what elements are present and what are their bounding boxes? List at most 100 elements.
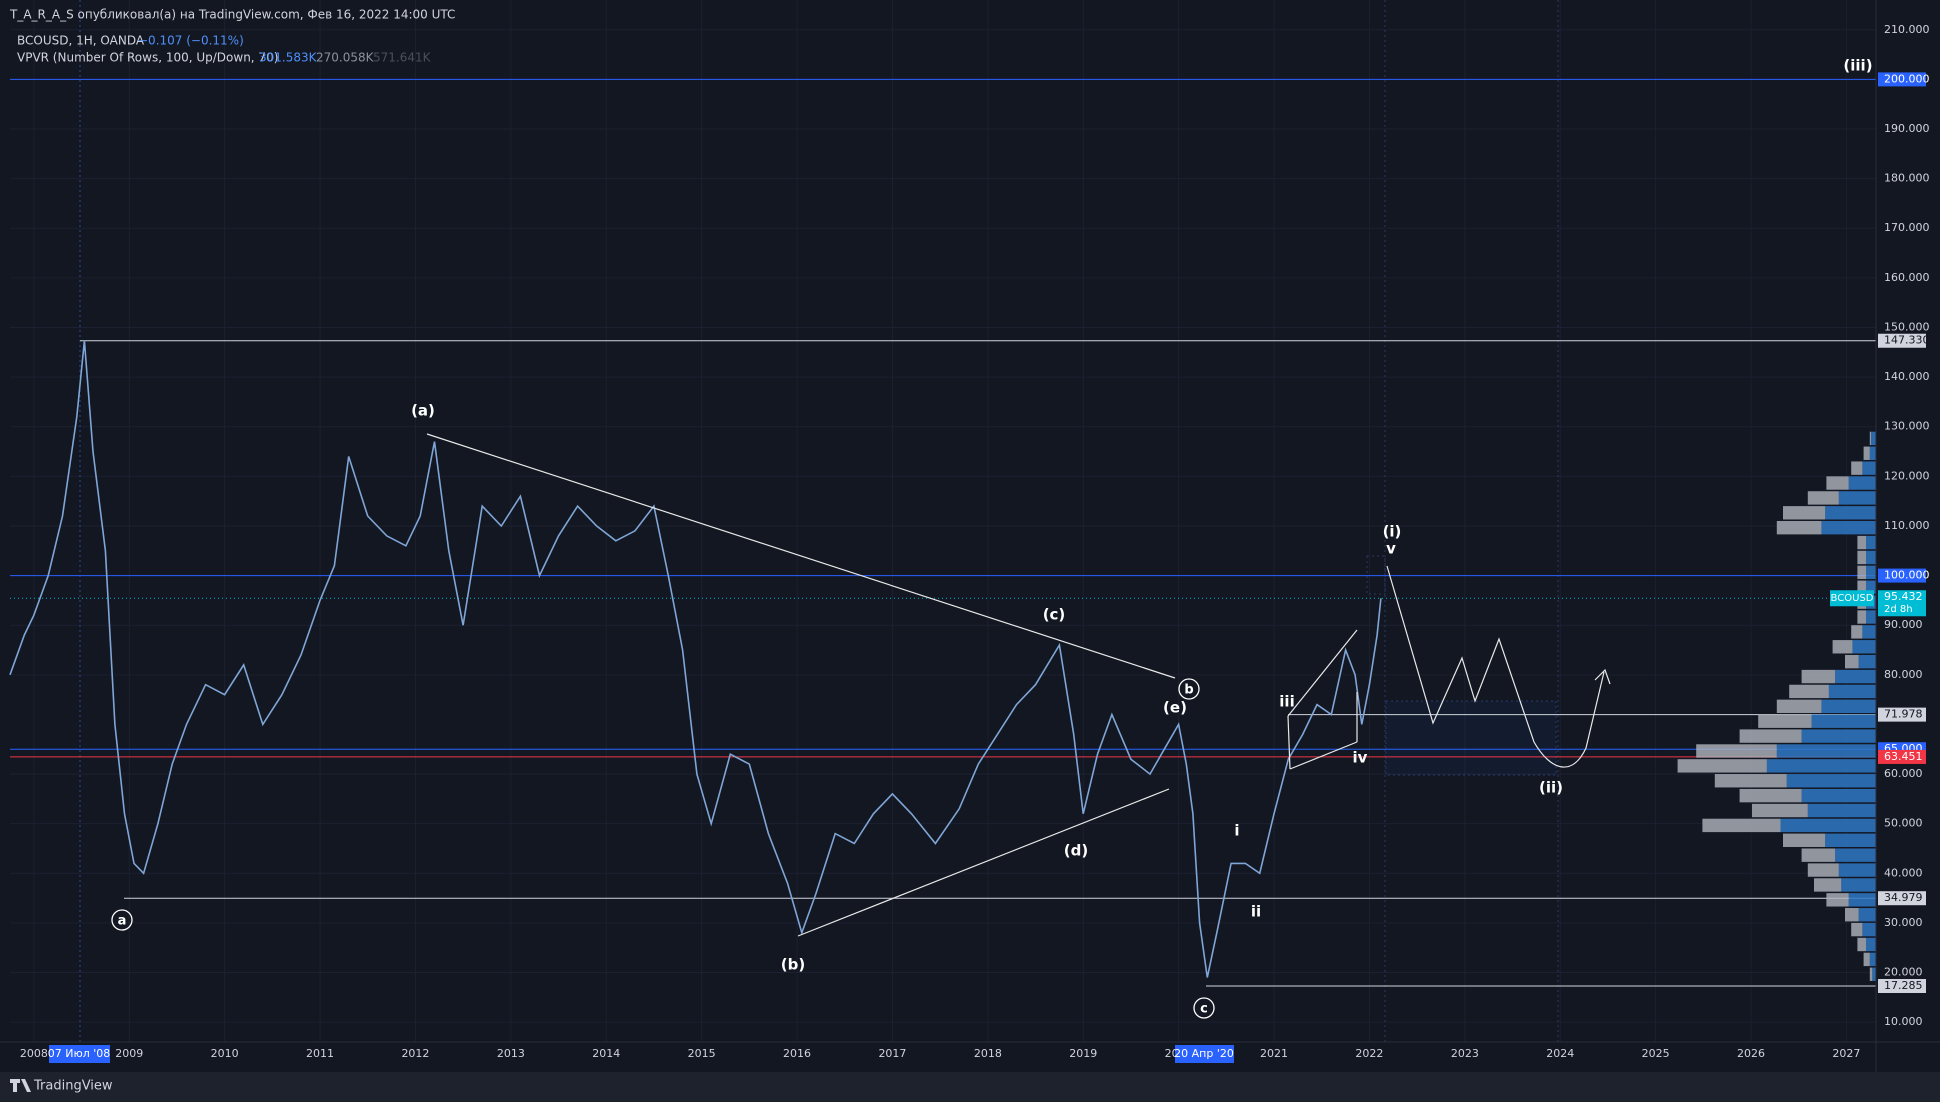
wave-label: ii — [1251, 903, 1261, 921]
wave-label: (b) — [781, 956, 805, 974]
trendline — [797, 788, 1170, 937]
vp-down-bar — [1863, 446, 1870, 460]
x-tick-label: 2011 — [306, 1047, 334, 1060]
x-tick-label: 2022 — [1355, 1047, 1383, 1060]
vp-up-bar — [1838, 491, 1876, 505]
x-tick-label: 2019 — [1069, 1047, 1097, 1060]
vp-down-bar — [1752, 803, 1808, 818]
vp-down-bar — [1776, 699, 1822, 714]
time-marker: 07 Июл '08 — [48, 1047, 111, 1060]
level-label: 100.000 — [1884, 569, 1930, 582]
y-tick-label: 130.000 — [1884, 420, 1930, 433]
projection-path — [1386, 565, 1605, 768]
y-tick-label: 20.000 — [1884, 966, 1923, 979]
vp-up-bar — [1869, 446, 1876, 460]
vp-up-bar — [1848, 893, 1876, 907]
time-marker-box — [49, 1045, 110, 1063]
wave-label: (a) — [411, 402, 435, 420]
y-tick-label: 170.000 — [1884, 221, 1930, 234]
wedge-line — [1289, 741, 1358, 770]
y-tick-label: 80.000 — [1884, 668, 1923, 681]
footer — [0, 1072, 1940, 1102]
vp-down-bar — [1832, 640, 1853, 654]
vp-up-bar — [1835, 669, 1876, 684]
level-label: 17.285 — [1884, 979, 1923, 992]
level-label: 71.978 — [1884, 708, 1923, 721]
volume-profile — [1677, 431, 1876, 981]
vp-down-bar — [1696, 744, 1777, 758]
level-label-box — [1878, 979, 1926, 994]
vp-down-bar — [1857, 580, 1867, 594]
projection-arrow — [1594, 668, 1611, 685]
vp-down-bar — [1776, 521, 1822, 535]
vp-up-bar — [1835, 848, 1876, 862]
price-series — [9, 340, 1382, 978]
vp-up-bar — [1841, 878, 1876, 892]
x-tick-label: 2018 — [974, 1047, 1002, 1060]
x-tick-label: 2021 — [1260, 1047, 1288, 1060]
vp-up-bar — [1852, 640, 1876, 654]
vol-up: 301.583K — [259, 51, 318, 65]
vp-down-bar — [1826, 476, 1849, 490]
wave-circle — [1178, 678, 1200, 700]
wave-label: v — [1386, 540, 1396, 558]
vp-up-bar — [1866, 610, 1876, 624]
vp-up-bar — [1866, 565, 1876, 580]
x-tick-label: 2012 — [401, 1047, 429, 1060]
vp-down-bar — [1783, 506, 1826, 520]
level-label: 63.451 — [1884, 750, 1923, 763]
wedge-line — [1287, 715, 1291, 770]
vp-down-bar — [1739, 788, 1802, 803]
vp-down-bar — [1851, 922, 1863, 937]
symbol-tag: BCOUSD — [1831, 593, 1874, 604]
wave-label: a — [118, 914, 127, 929]
vp-up-bar — [1871, 431, 1876, 446]
time-marker-box — [1175, 1045, 1234, 1063]
vp-up-bar — [1858, 908, 1876, 922]
vp-up-bar — [1869, 952, 1876, 967]
vp-down-bar — [1801, 669, 1836, 684]
wave-label: iv — [1353, 749, 1368, 767]
vol-total: 571.641K — [373, 51, 432, 65]
vp-up-bar — [1848, 476, 1876, 490]
y-tick-label: 50.000 — [1884, 817, 1923, 830]
axes: 2008 2009 2010 2011 2012 2013 2014 2015 2016 2017… — [20, 23, 1930, 1060]
vp-down-bar — [1789, 684, 1829, 699]
y-tick-label: 40.000 — [1884, 866, 1923, 879]
vp-down-bar — [1869, 967, 1873, 981]
vol-down: 270.058K — [316, 51, 375, 65]
wave-label: b — [1184, 683, 1193, 698]
y-tick-label: 60.000 — [1884, 767, 1923, 780]
y-tick-label: 120.000 — [1884, 469, 1930, 482]
vp-down-bar — [1857, 937, 1867, 952]
vp-up-bar — [1866, 535, 1876, 550]
current-price: 95.432 — [1884, 590, 1923, 603]
wave-label: (i) — [1383, 523, 1402, 541]
current-price-box — [1878, 590, 1926, 617]
wave-label: c — [1200, 1002, 1208, 1017]
time-marker: 20 Апр '20 — [1174, 1047, 1234, 1060]
brand[interactable]: TradingView — [33, 1079, 113, 1094]
vp-down-bar — [1814, 878, 1842, 892]
y-tick-label: 30.000 — [1884, 916, 1923, 929]
vp-down-bar — [1826, 893, 1849, 907]
vp-up-bar — [1866, 580, 1876, 594]
vp-down-bar — [1801, 848, 1836, 862]
vp-down-bar — [1845, 908, 1859, 922]
wave-label: (c) — [1043, 606, 1066, 624]
x-tick-label: 2008 — [20, 1047, 48, 1060]
vp-down-bar — [1857, 565, 1867, 580]
vp-down-bar — [1677, 759, 1767, 773]
x-tick-label: 2017 — [878, 1047, 906, 1060]
publisher: T_A_R_A_S опубликовал(а) на TradingView.… — [9, 8, 455, 22]
logo — [10, 1079, 31, 1092]
trendline — [426, 433, 1176, 679]
level-label: 200.000 — [1884, 72, 1930, 85]
level-label-box — [1878, 72, 1926, 87]
vp-down-bar — [1714, 774, 1787, 788]
vp-down-bar — [1845, 654, 1859, 669]
drawings — [426, 433, 1611, 937]
y-tick-label: 10.000 — [1884, 1015, 1923, 1028]
